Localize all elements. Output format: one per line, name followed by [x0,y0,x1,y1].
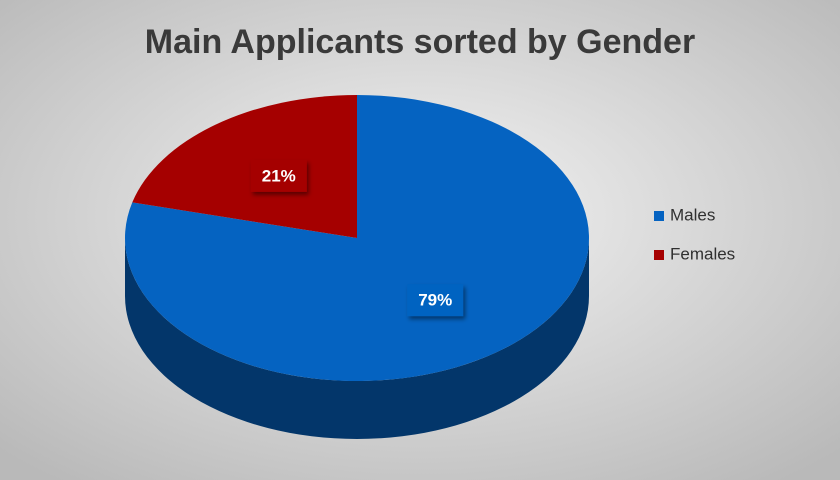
legend-swatch [654,250,664,260]
label-box [407,284,464,317]
slice [132,95,357,238]
legend-swatch [654,211,664,221]
label-box [250,159,307,192]
slice-side [125,238,589,439]
legend-label: Females [670,244,735,263]
legend-label: Males [670,205,715,224]
value-label: 79% [418,291,452,310]
chart-title: Main Applicants sorted by Gender [145,23,695,61]
legend: Males Females [654,205,735,263]
pie: 79% 21% [125,95,589,439]
value-label: 21% [262,166,296,185]
